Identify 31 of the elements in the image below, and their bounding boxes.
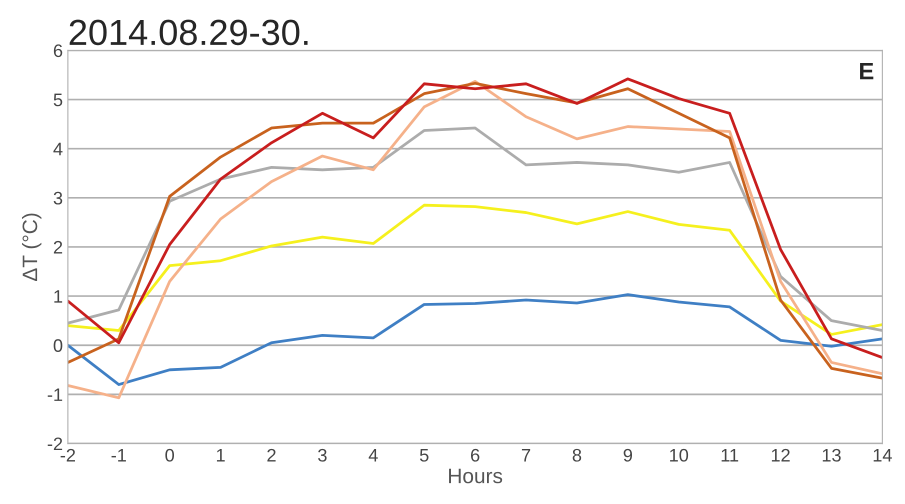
y-tick-label: 5 [54, 94, 62, 106]
x-tick-label: 14 [874, 449, 892, 462]
x-tick-label: 8 [572, 448, 582, 462]
x-tick-label: 13 [822, 448, 841, 462]
y-axis-title: ΔT (°C) [22, 214, 42, 281]
y-tick-label: 3 [54, 192, 62, 205]
x-tick-label: 4 [368, 449, 378, 462]
line-series [68, 204, 882, 336]
chart-title: 2014.08.29-30. [70, 20, 308, 46]
y-tick-label: 1 [54, 290, 62, 303]
x-tick-label: 12 [772, 448, 790, 462]
x-tick-label: 1 [216, 449, 225, 462]
y-tick-label: 0 [54, 339, 62, 352]
x-tick-label: 9 [624, 448, 632, 462]
y-tick-label: 6 [54, 44, 62, 58]
x-tick-label: -1 [112, 449, 126, 462]
annotation: E [860, 63, 874, 80]
x-tick-label: 6 [471, 448, 480, 462]
x-tick-label: 3 [318, 448, 327, 462]
y-tick-label: 2 [54, 240, 62, 254]
x-tick-label: 7 [522, 449, 530, 462]
x-tick-label: 0 [165, 448, 174, 462]
x-tick-label: 10 [670, 448, 688, 462]
line-series [68, 293, 882, 386]
x-axis-title: Hours [449, 468, 502, 484]
y-tick-label: -1 [48, 388, 62, 401]
y-tick-label: -2 [48, 437, 62, 450]
x-tick-label: 5 [420, 449, 428, 462]
y-tick-label: 4 [53, 142, 62, 156]
x-tick-label: 2 [267, 448, 276, 462]
x-tick-label: 11 [722, 449, 738, 462]
